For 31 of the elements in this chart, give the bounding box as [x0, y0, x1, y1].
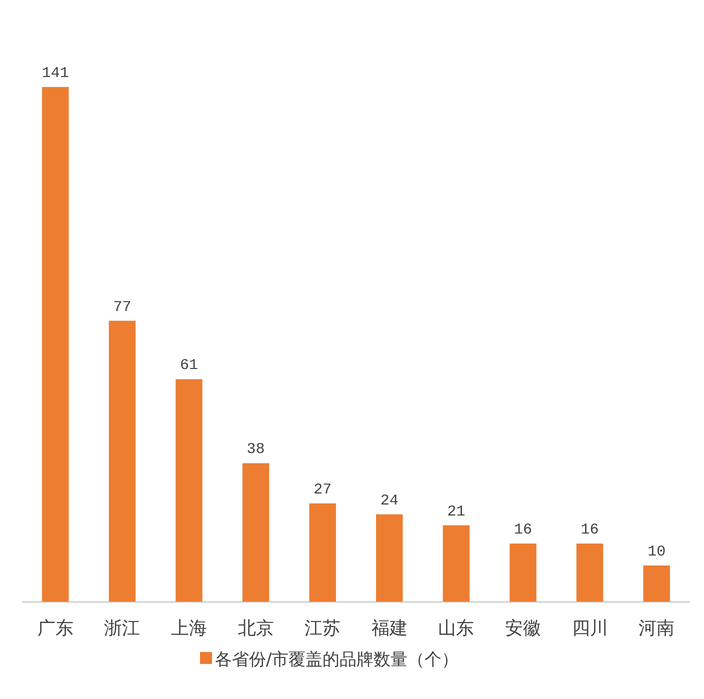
- data-label: 38: [246, 441, 265, 458]
- x-tick-label: 广东: [37, 618, 74, 639]
- bar: [510, 544, 536, 602]
- bar: [42, 87, 69, 602]
- x-tick-label: 河南: [638, 618, 675, 639]
- x-tick-label: 安徽: [505, 618, 541, 639]
- data-label: 16: [514, 522, 532, 539]
- x-tick-label: 浙江: [104, 618, 140, 639]
- x-tick-label: 福建: [371, 618, 408, 639]
- data-label: 21: [447, 503, 466, 520]
- bar: [309, 503, 336, 602]
- bar: [576, 544, 604, 602]
- data-label: 61: [180, 357, 198, 374]
- data-label: 27: [314, 481, 332, 498]
- legend-label: 各省份/市覆盖的品牌数量（个）: [215, 650, 459, 670]
- data-label: 16: [580, 522, 599, 539]
- bar: [242, 463, 270, 602]
- bar: [176, 379, 202, 602]
- data-label: 24: [380, 492, 398, 510]
- x-tick-label: 北京: [238, 618, 274, 639]
- data-label: 77: [113, 298, 132, 316]
- x-tick-label: 上海: [171, 618, 207, 639]
- bar: [376, 514, 403, 602]
- x-tick-label: 山东: [438, 618, 474, 639]
- x-tick-label: 四川: [572, 618, 608, 639]
- bar: [108, 320, 136, 602]
- data-label: 10: [648, 543, 666, 560]
- bar: [442, 525, 470, 602]
- bar: [643, 565, 670, 602]
- x-tick-label: 江苏: [304, 618, 341, 639]
- data-label: 141: [42, 65, 69, 82]
